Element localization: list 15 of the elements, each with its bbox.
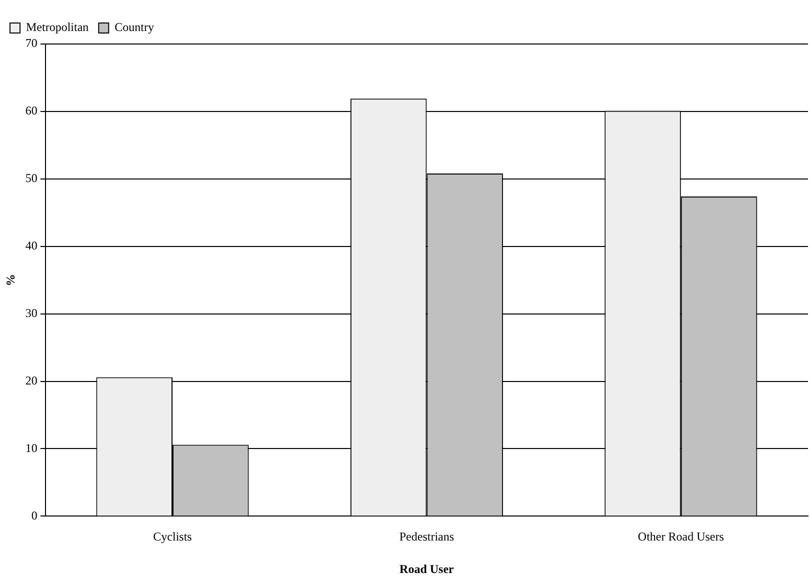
y-tick-label: 0: [31, 508, 38, 522]
y-tick-label: 40: [25, 238, 38, 253]
y-tick-label: 10: [25, 440, 38, 455]
x-tick-label: Other Road Users: [638, 530, 724, 544]
legend-label: Country: [114, 20, 154, 34]
legend-label: Metropolitan: [26, 20, 89, 34]
x-axis-title: Road User: [400, 562, 455, 576]
x-tick-label: Cyclists: [153, 530, 192, 544]
x-tick-label: Pedestrians: [399, 530, 454, 544]
y-tick-label: 20: [25, 373, 38, 388]
y-axis-title: %: [3, 274, 18, 286]
y-tick-label: 50: [25, 171, 38, 186]
y-tick-label: 30: [25, 306, 38, 320]
y-tick-label: 70: [25, 36, 38, 50]
y-tick-label: 60: [25, 104, 38, 118]
